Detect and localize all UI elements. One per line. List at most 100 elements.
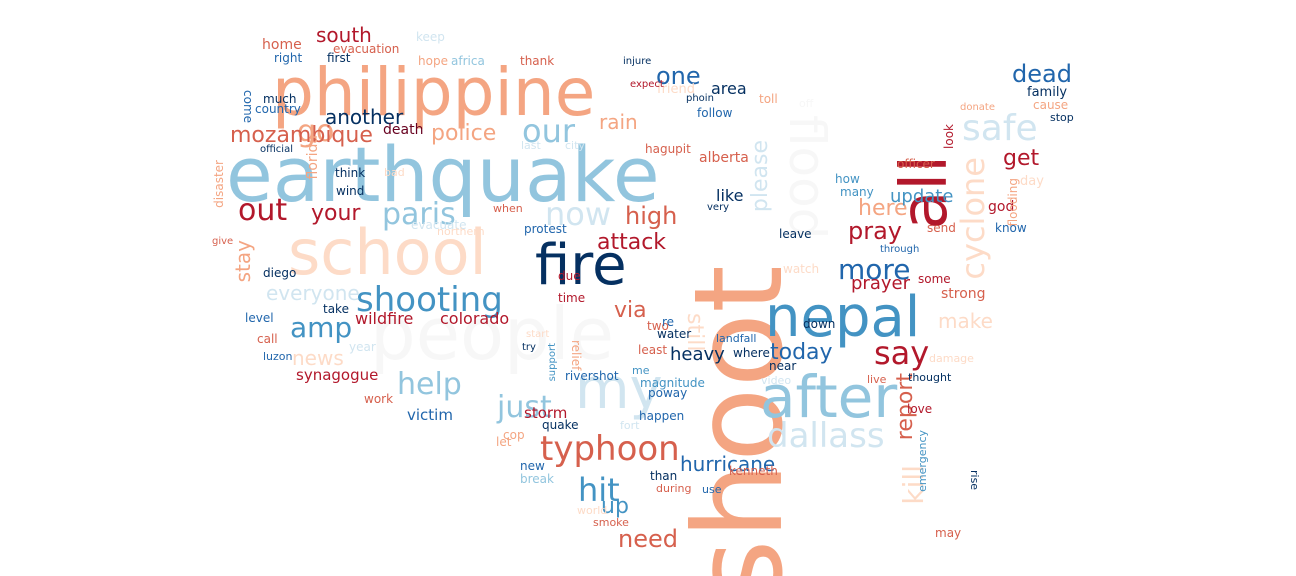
word-need: need — [618, 525, 678, 553]
word-thank: thank — [520, 54, 555, 68]
word-shooting: shooting — [356, 280, 503, 320]
word-try: try — [522, 342, 536, 353]
word-official: official — [260, 144, 293, 155]
word-home: home — [262, 37, 302, 53]
word-day: day — [1020, 174, 1044, 189]
word-through: through — [880, 244, 920, 255]
word-during: during — [656, 482, 692, 495]
word-right: right — [274, 51, 303, 65]
word-watch: watch — [783, 262, 820, 276]
word-donate: donate — [960, 102, 996, 113]
word-damage: damage — [929, 352, 974, 365]
word-today: today — [770, 340, 833, 365]
word-take: take — [323, 302, 349, 316]
word-re: re — [662, 315, 675, 329]
word-your: your — [311, 201, 361, 226]
word-support: support — [547, 343, 558, 382]
word-south: south — [316, 23, 372, 47]
word-via: via — [614, 298, 647, 323]
word-rivershot: rivershot — [565, 369, 619, 383]
word-high: high — [625, 202, 678, 230]
word-disaster: disaster — [212, 160, 226, 208]
word-than: than — [650, 469, 678, 483]
word-use: use — [702, 483, 722, 496]
word-least: least — [638, 343, 668, 357]
word-near: near — [769, 359, 797, 373]
word-more: more — [838, 253, 911, 286]
word-fire: fire — [535, 233, 627, 298]
word-make: make — [938, 309, 993, 333]
word-synagogue: synagogue — [296, 366, 379, 384]
word-know: know — [995, 221, 1027, 235]
word-new: new — [520, 459, 545, 473]
word-injure: injure — [623, 56, 652, 67]
word-say: say — [874, 334, 930, 372]
word-rise: rise — [968, 470, 981, 491]
word-victim: victim — [407, 406, 453, 424]
word-hope: hope — [418, 54, 448, 68]
word-toll: toll — [759, 92, 778, 106]
word-time: time — [558, 291, 586, 305]
word-think: think — [335, 166, 366, 180]
word-landfall: landfall — [716, 332, 757, 345]
word-pray: pray — [848, 217, 903, 245]
word-my: my — [575, 357, 663, 422]
word-up: up — [601, 494, 629, 519]
word-hagupit: hagupit — [645, 142, 691, 156]
word-smoke: smoke — [593, 516, 629, 529]
word-how: how — [835, 172, 860, 186]
word-go: go — [297, 114, 335, 149]
word-protest: protest — [524, 222, 567, 236]
word-relief: relief — [569, 340, 583, 371]
word-police: police — [431, 121, 497, 146]
word-still: still — [682, 313, 707, 352]
word-first: first — [327, 51, 351, 65]
word-paris: paris — [382, 197, 456, 232]
word-storm: storm — [524, 404, 568, 422]
word-city: city — [565, 139, 585, 152]
word-area: area — [711, 79, 747, 98]
word-some: some — [918, 272, 951, 286]
word-just: just — [497, 390, 552, 425]
word-another: another — [325, 105, 404, 129]
word-year: year — [349, 340, 376, 354]
word-world: world — [577, 504, 608, 517]
word-flooding: flooding — [1006, 178, 1020, 227]
word-our: our — [522, 112, 576, 150]
word-may: may — [935, 526, 962, 540]
word-florida: florida — [305, 135, 321, 180]
word-nepal: nepal — [765, 285, 921, 350]
word-africa: africa — [451, 54, 485, 68]
word-one: one — [656, 62, 701, 90]
word-hurricane: hurricane — [680, 452, 776, 476]
word-due: due — [558, 269, 581, 283]
word-get: get — [1003, 146, 1040, 171]
word-earthquake: earthquake — [226, 130, 660, 219]
word-wind: wind — [336, 184, 365, 198]
word-kenneth: kenneth — [729, 464, 778, 478]
word-country: country — [255, 102, 301, 116]
word-love: love — [907, 402, 933, 416]
word-typhoon: typhoon — [540, 429, 680, 469]
word-strong: strong — [941, 286, 986, 302]
word-hit: hit — [578, 471, 620, 509]
word-everyone: everyone — [266, 281, 360, 305]
word-cop: cop — [503, 428, 525, 442]
word-prayer: prayer — [851, 273, 910, 294]
word-rain: rain — [599, 110, 638, 134]
word-luzon: luzon — [263, 350, 293, 363]
word-when: when — [493, 202, 523, 215]
word-start: start — [526, 329, 550, 340]
word-stay: stay — [231, 240, 255, 283]
word-god: god — [988, 199, 1015, 215]
word-update: update — [890, 186, 954, 207]
word-phoin: phoin — [686, 93, 714, 104]
word-break: break — [520, 472, 554, 486]
word-heavy: heavy — [670, 344, 725, 365]
word-evacuate: evacuate — [411, 218, 467, 232]
word-northern: northern — [437, 225, 485, 238]
word-work: work — [364, 392, 394, 406]
word-amp: amp — [290, 311, 353, 344]
word-expect: expect — [630, 79, 664, 90]
word-down: down — [803, 317, 836, 331]
